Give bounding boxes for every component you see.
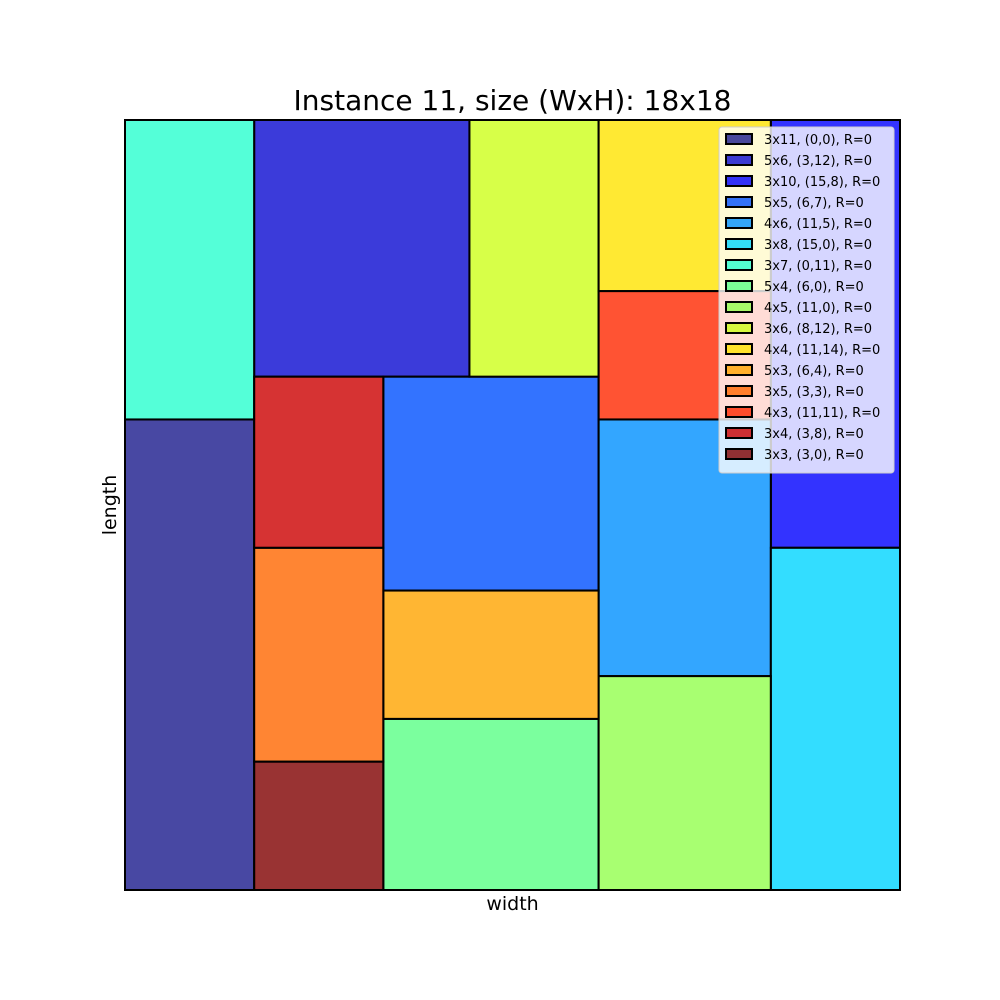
legend: 3x11, (0,0), R=0 5x6, (3,12), R=0 3x10, (1… (718, 126, 895, 474)
legend-swatch-4 (725, 217, 753, 229)
packed-rect-5 (769, 546, 901, 891)
legend-label-6: 3x7, (0,11), R=0 (764, 259, 872, 274)
legend-swatch-14 (725, 427, 753, 439)
packed-rect-14 (253, 375, 385, 549)
legend-swatch-9 (725, 322, 753, 334)
legend-label-7: 5x4, (6,0), R=0 (764, 280, 864, 295)
packed-rect-12 (253, 546, 385, 763)
packed-rect-15 (253, 760, 385, 892)
legend-swatch-7 (725, 280, 753, 292)
packed-rect-8 (597, 675, 772, 891)
legend-label-8: 4x5, (11,0), R=0 (764, 301, 872, 316)
legend-swatch-0 (725, 133, 753, 145)
legend-swatch-3 (725, 196, 753, 208)
chart-title: Instance 11, size (WxH): 18x18 (293, 84, 732, 117)
legend-label-10: 4x4, (11,14), R=0 (764, 343, 880, 358)
packed-rect-9 (468, 119, 600, 378)
legend-label-15: 3x3, (3,0), R=0 (764, 448, 864, 463)
legend-label-14: 3x4, (3,8), R=0 (764, 427, 864, 442)
legend-swatch-1 (725, 154, 753, 166)
legend-swatch-12 (725, 385, 753, 397)
y-axis-label: length (99, 474, 121, 536)
x-axis-label: width (486, 893, 539, 915)
legend-label-13: 4x3, (11,11), R=0 (764, 406, 880, 421)
legend-label-0: 3x11, (0,0), R=0 (764, 133, 872, 148)
legend-swatch-13 (725, 406, 753, 418)
packed-rect-3 (382, 375, 600, 592)
legend-label-4: 4x6, (11,5), R=0 (764, 217, 872, 232)
legend-swatch-11 (725, 364, 753, 376)
legend-swatch-15 (725, 448, 753, 460)
packed-rect-0 (124, 418, 256, 891)
legend-box (718, 126, 895, 474)
legend-swatch-5 (725, 238, 753, 250)
legend-label-2: 3x10, (15,8), R=0 (764, 175, 880, 190)
packed-rect-6 (124, 119, 256, 421)
legend-swatch-6 (725, 259, 753, 271)
legend-label-12: 3x5, (3,3), R=0 (764, 385, 864, 400)
packed-rect-7 (382, 717, 600, 892)
plot-frame (124, 119, 901, 891)
legend-label-9: 3x6, (8,12), R=0 (764, 322, 872, 337)
legend-label-1: 5x6, (3,12), R=0 (764, 154, 872, 169)
packed-rect-11 (382, 589, 600, 720)
legend-label-5: 3x8, (15,0), R=0 (764, 238, 872, 253)
legend-swatch-8 (725, 301, 753, 313)
legend-label-11: 5x3, (6,4), R=0 (764, 364, 864, 379)
legend-label-3: 5x5, (6,7), R=0 (764, 196, 864, 211)
packed-rect-1 (253, 119, 471, 378)
legend-swatch-10 (725, 343, 753, 355)
legend-swatch-2 (725, 175, 753, 187)
